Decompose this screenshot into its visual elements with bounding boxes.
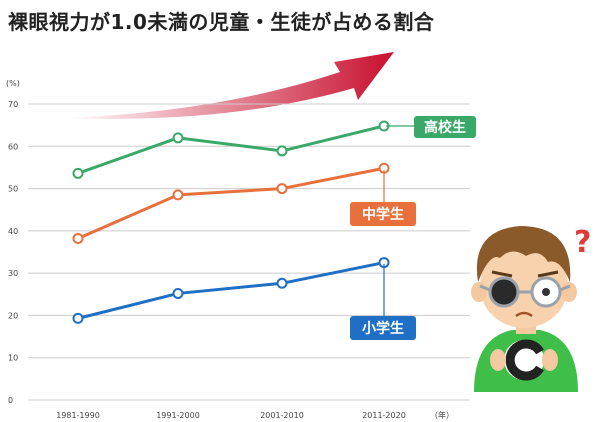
x-tick-label: 2011-2020 bbox=[362, 411, 406, 420]
series-label: 小学生 bbox=[362, 320, 404, 337]
data-point bbox=[276, 145, 288, 157]
y-tick-label: 50 bbox=[8, 185, 18, 194]
legend-box bbox=[414, 116, 476, 138]
series-label: 中学生 bbox=[362, 206, 404, 223]
data-point bbox=[276, 277, 288, 289]
y-axis-ticks: 0 10 20 30 40 50 60 70 bbox=[8, 100, 18, 405]
data-point bbox=[172, 287, 184, 299]
landolt-ring-card bbox=[504, 339, 544, 381]
y-tick-label: 20 bbox=[8, 311, 18, 320]
y-tick-label: 0 bbox=[8, 396, 13, 405]
y-tick-label: 40 bbox=[8, 227, 18, 236]
data-point bbox=[72, 167, 84, 179]
legend-box bbox=[350, 202, 416, 226]
chart-title: 裸眼視力が1.0未満の児童・生徒が占める割合 bbox=[8, 10, 435, 34]
data-point bbox=[72, 312, 84, 324]
series-line bbox=[77, 124, 385, 175]
x-axis-unit: （年） bbox=[430, 410, 454, 420]
x-tick-label: 2001-2010 bbox=[260, 411, 304, 420]
series-line bbox=[77, 166, 385, 240]
y-tick-label: 60 bbox=[8, 142, 18, 151]
x-tick-label: 1981-1990 bbox=[56, 411, 100, 420]
series-label: 高校生 bbox=[424, 119, 466, 136]
data-point bbox=[172, 189, 184, 201]
x-axis-ticks: 1981-1990 1991-2000 2001-2010 2011-2020 bbox=[56, 411, 406, 420]
data-point bbox=[72, 232, 84, 244]
legend-box bbox=[350, 316, 416, 340]
y-tick-label: 70 bbox=[8, 100, 18, 109]
data-point bbox=[276, 183, 288, 195]
series-lines bbox=[72, 120, 390, 324]
child-illustration: ? bbox=[471, 225, 591, 392]
y-axis-unit: (%) bbox=[6, 79, 20, 88]
glasses-icon bbox=[479, 276, 571, 308]
series-line bbox=[77, 261, 385, 320]
x-tick-label: 1991-2000 bbox=[156, 411, 200, 420]
y-tick-label: 10 bbox=[8, 354, 18, 363]
hair bbox=[476, 226, 571, 282]
y-tick-label: 30 bbox=[8, 269, 18, 278]
question-mark-icon: ? bbox=[574, 225, 591, 260]
gridlines bbox=[28, 103, 470, 401]
trend-arrow bbox=[64, 52, 394, 119]
data-point bbox=[172, 132, 184, 144]
